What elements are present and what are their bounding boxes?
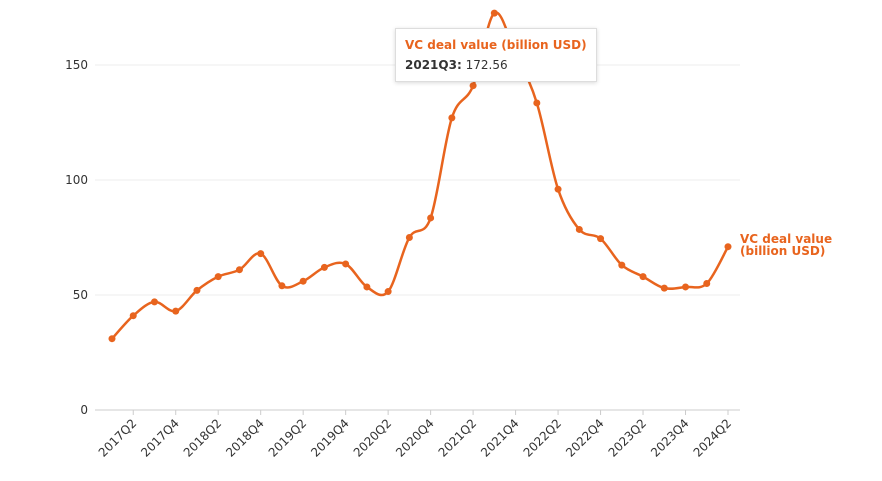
point bbox=[448, 114, 456, 122]
x-tick-label: 2017Q4 bbox=[138, 416, 182, 460]
point bbox=[363, 283, 371, 291]
point bbox=[172, 307, 180, 315]
point bbox=[299, 277, 307, 285]
point bbox=[682, 283, 690, 291]
point bbox=[193, 286, 201, 294]
point bbox=[278, 282, 286, 290]
x-tick-label: 2020Q4 bbox=[393, 416, 437, 460]
point bbox=[724, 243, 732, 251]
point bbox=[533, 99, 541, 107]
series-label: VC deal value (billion USD) bbox=[740, 232, 833, 258]
point bbox=[384, 288, 392, 296]
x-tick-label: 2024Q2 bbox=[691, 416, 735, 460]
y-tick-label: 50 bbox=[73, 288, 88, 302]
x-tick-label: 2019Q4 bbox=[308, 416, 352, 460]
point bbox=[660, 284, 668, 292]
x-tick-label: 2017Q2 bbox=[96, 416, 140, 460]
x-tick-label: 2022Q4 bbox=[563, 416, 607, 460]
point bbox=[427, 214, 435, 222]
point bbox=[150, 298, 158, 306]
x-tick-label: 2020Q2 bbox=[351, 416, 395, 460]
tooltip-title: VC deal value (billion USD) bbox=[405, 38, 587, 52]
point bbox=[320, 263, 328, 271]
tooltip-value: 172.56 bbox=[465, 58, 508, 72]
point bbox=[257, 250, 265, 258]
point bbox=[405, 234, 413, 241]
point bbox=[639, 273, 647, 281]
x-tick-label: 2023Q4 bbox=[648, 416, 692, 460]
x-tick-label: 2018Q4 bbox=[223, 416, 267, 460]
point bbox=[214, 273, 222, 281]
x-tick-label: 2018Q2 bbox=[181, 416, 225, 460]
x-tick-label: 2021Q4 bbox=[478, 416, 522, 460]
tooltip-category: 2021Q3 bbox=[405, 58, 457, 72]
point bbox=[129, 312, 137, 320]
x-tick-label: 2019Q2 bbox=[266, 416, 310, 460]
point bbox=[703, 280, 711, 287]
x-tick-label: 2021Q2 bbox=[436, 416, 480, 460]
x-tick-label: 2023Q2 bbox=[606, 416, 650, 460]
point bbox=[597, 235, 605, 243]
y-tick-label: 0 bbox=[80, 403, 88, 417]
point bbox=[575, 225, 583, 233]
point bbox=[108, 335, 116, 343]
point bbox=[554, 185, 562, 193]
point bbox=[235, 266, 243, 274]
y-tick-label: 150 bbox=[65, 58, 88, 72]
point bbox=[490, 9, 498, 17]
y-tick-label: 100 bbox=[65, 173, 88, 187]
point bbox=[342, 260, 350, 268]
point bbox=[618, 261, 626, 269]
x-tick-label: 2022Q2 bbox=[521, 416, 565, 460]
tooltip: VC deal value (billion USD) 2021Q3: 172.… bbox=[395, 28, 597, 82]
point bbox=[469, 82, 477, 90]
